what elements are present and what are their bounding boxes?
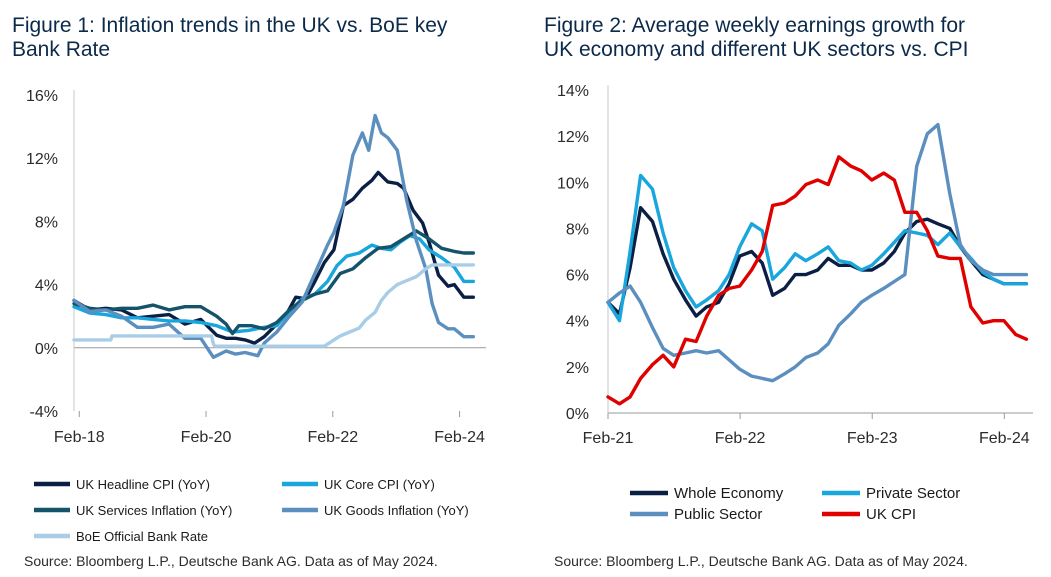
figure2-source: Source: Bloomberg L.P., Deutsche Bank AG… <box>554 553 968 569</box>
figure2-ytick-label: 10% <box>557 175 589 192</box>
figure1-legend-label-uk-core-cpi-yoy: UK Core CPI (YoY) <box>324 477 435 492</box>
figure2-xtick-label: Feb-22 <box>715 430 766 447</box>
figure2-legend-label-private-sector: Private Sector <box>866 485 960 502</box>
figure1-title: Figure 1: Inflation trends in the UK vs.… <box>12 14 447 62</box>
figure1-xtick-label: Feb-24 <box>434 429 485 446</box>
figure1-ytick-label: 0% <box>35 341 58 358</box>
figure2-ytick-label: 0% <box>566 406 589 423</box>
figure2-ytick-label: 14% <box>557 83 589 100</box>
figure1-ytick-label: 12% <box>26 151 58 168</box>
figure1-ytick-label: 16% <box>26 88 58 105</box>
figure1-title-line1: Figure 1: Inflation trends in the UK vs.… <box>12 14 448 37</box>
figure1-ytick-label: 4% <box>35 278 58 295</box>
figure2-xtick-label: Feb-24 <box>979 430 1030 447</box>
figure2-legend-label-whole-economy: Whole Economy <box>674 485 784 502</box>
figure1-source: Source: Bloomberg L.P., Deutsche Bank AG… <box>24 553 438 569</box>
figure2-title-line2: UK economy and different UK sectors vs. … <box>544 38 969 61</box>
figure1-legend-label-uk-goods-inflation-yoy: UK Goods Inflation (YoY) <box>324 503 469 518</box>
figure2-xtick-label: Feb-21 <box>583 430 634 447</box>
figure2-legend-label-uk-cpi: UK CPI <box>866 506 916 523</box>
figure1-title-line2: Bank Rate <box>12 38 111 61</box>
figure1-xtick-label: Feb-22 <box>307 429 358 446</box>
figure1-ytick-label: -4% <box>30 404 58 421</box>
figure2-legend-label-public-sector: Public Sector <box>674 506 762 523</box>
figure2-xtick-label: Feb-23 <box>847 430 898 447</box>
figure1-series-uk-headline-cpi-yoy <box>72 170 475 345</box>
figure1-legend-label-uk-headline-cpi-yoy: UK Headline CPI (YoY) <box>76 477 210 492</box>
figure1-chart: -4% 0% 4% 8% 12% 16% Feb-18 Feb-20 Feb-22 Feb-24 U… <box>26 88 486 544</box>
figure1-series-uk-goods-inflation-yoy <box>72 113 475 359</box>
figure2-ytick-label: 12% <box>557 129 589 146</box>
figure2-ytick-label: 8% <box>566 221 589 238</box>
figure2-ytick-label: 6% <box>566 268 589 285</box>
figure1-xtick-label: Feb-20 <box>181 429 232 446</box>
figure2-ytick-label: 4% <box>566 314 589 331</box>
figure1-series-boe-official-bank-rate <box>72 263 475 348</box>
figure1-xtick-label: Feb-18 <box>54 429 105 446</box>
figure1-legend-label-boe-official-bank-rate: BoE Official Bank Rate <box>76 529 208 544</box>
figure2-title-line1: Figure 2: Average weekly earnings growth… <box>544 14 966 37</box>
figure1-ytick-label: 8% <box>35 214 58 231</box>
figure2-series-uk-cpi <box>606 155 1029 406</box>
figure2-ytick-label: 2% <box>566 360 589 377</box>
figure2-series-private-sector <box>606 173 1029 323</box>
figure2-title: Figure 2: Average weekly earnings growth… <box>544 14 968 62</box>
figure1-legend-label-uk-services-inflation-yoy: UK Services Inflation (YoY) <box>76 503 232 518</box>
